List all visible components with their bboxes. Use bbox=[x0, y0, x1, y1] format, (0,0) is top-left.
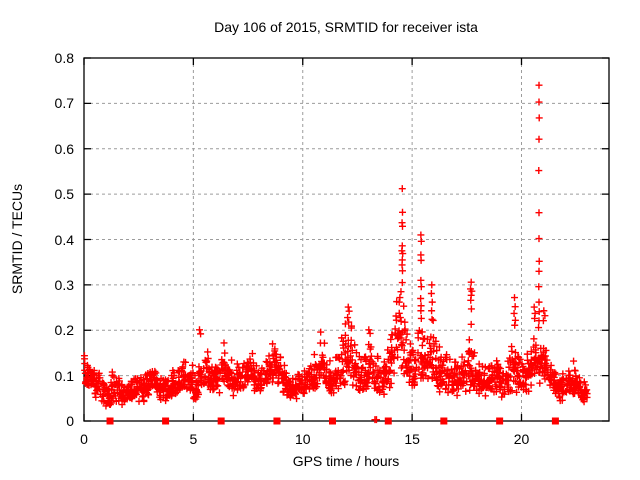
y-tick-label: 0.7 bbox=[54, 95, 74, 112]
y-tick-label: 0 bbox=[66, 413, 74, 429]
y-tick-label: 0.2 bbox=[54, 322, 74, 339]
x-tick-label: 10 bbox=[294, 431, 311, 447]
chart-title: Day 106 of 2015, SRMTID for receiver ist… bbox=[214, 19, 478, 35]
y-tick-label: 0.3 bbox=[54, 276, 74, 293]
x-tick-label: 0 bbox=[80, 431, 88, 447]
x-axis-label: GPS time / hours bbox=[292, 453, 400, 469]
y-tick-label: 0.5 bbox=[54, 186, 74, 203]
y-tick-label: 0.4 bbox=[54, 231, 74, 248]
x-tick-label: 5 bbox=[189, 431, 198, 447]
x-tick-label: 20 bbox=[513, 431, 530, 447]
y-tick-label: 0.6 bbox=[54, 140, 74, 157]
y-tick-label: 0.8 bbox=[54, 50, 74, 66]
x-tick-label: 15 bbox=[404, 431, 420, 447]
y-tick-label: 0.1 bbox=[54, 367, 74, 384]
